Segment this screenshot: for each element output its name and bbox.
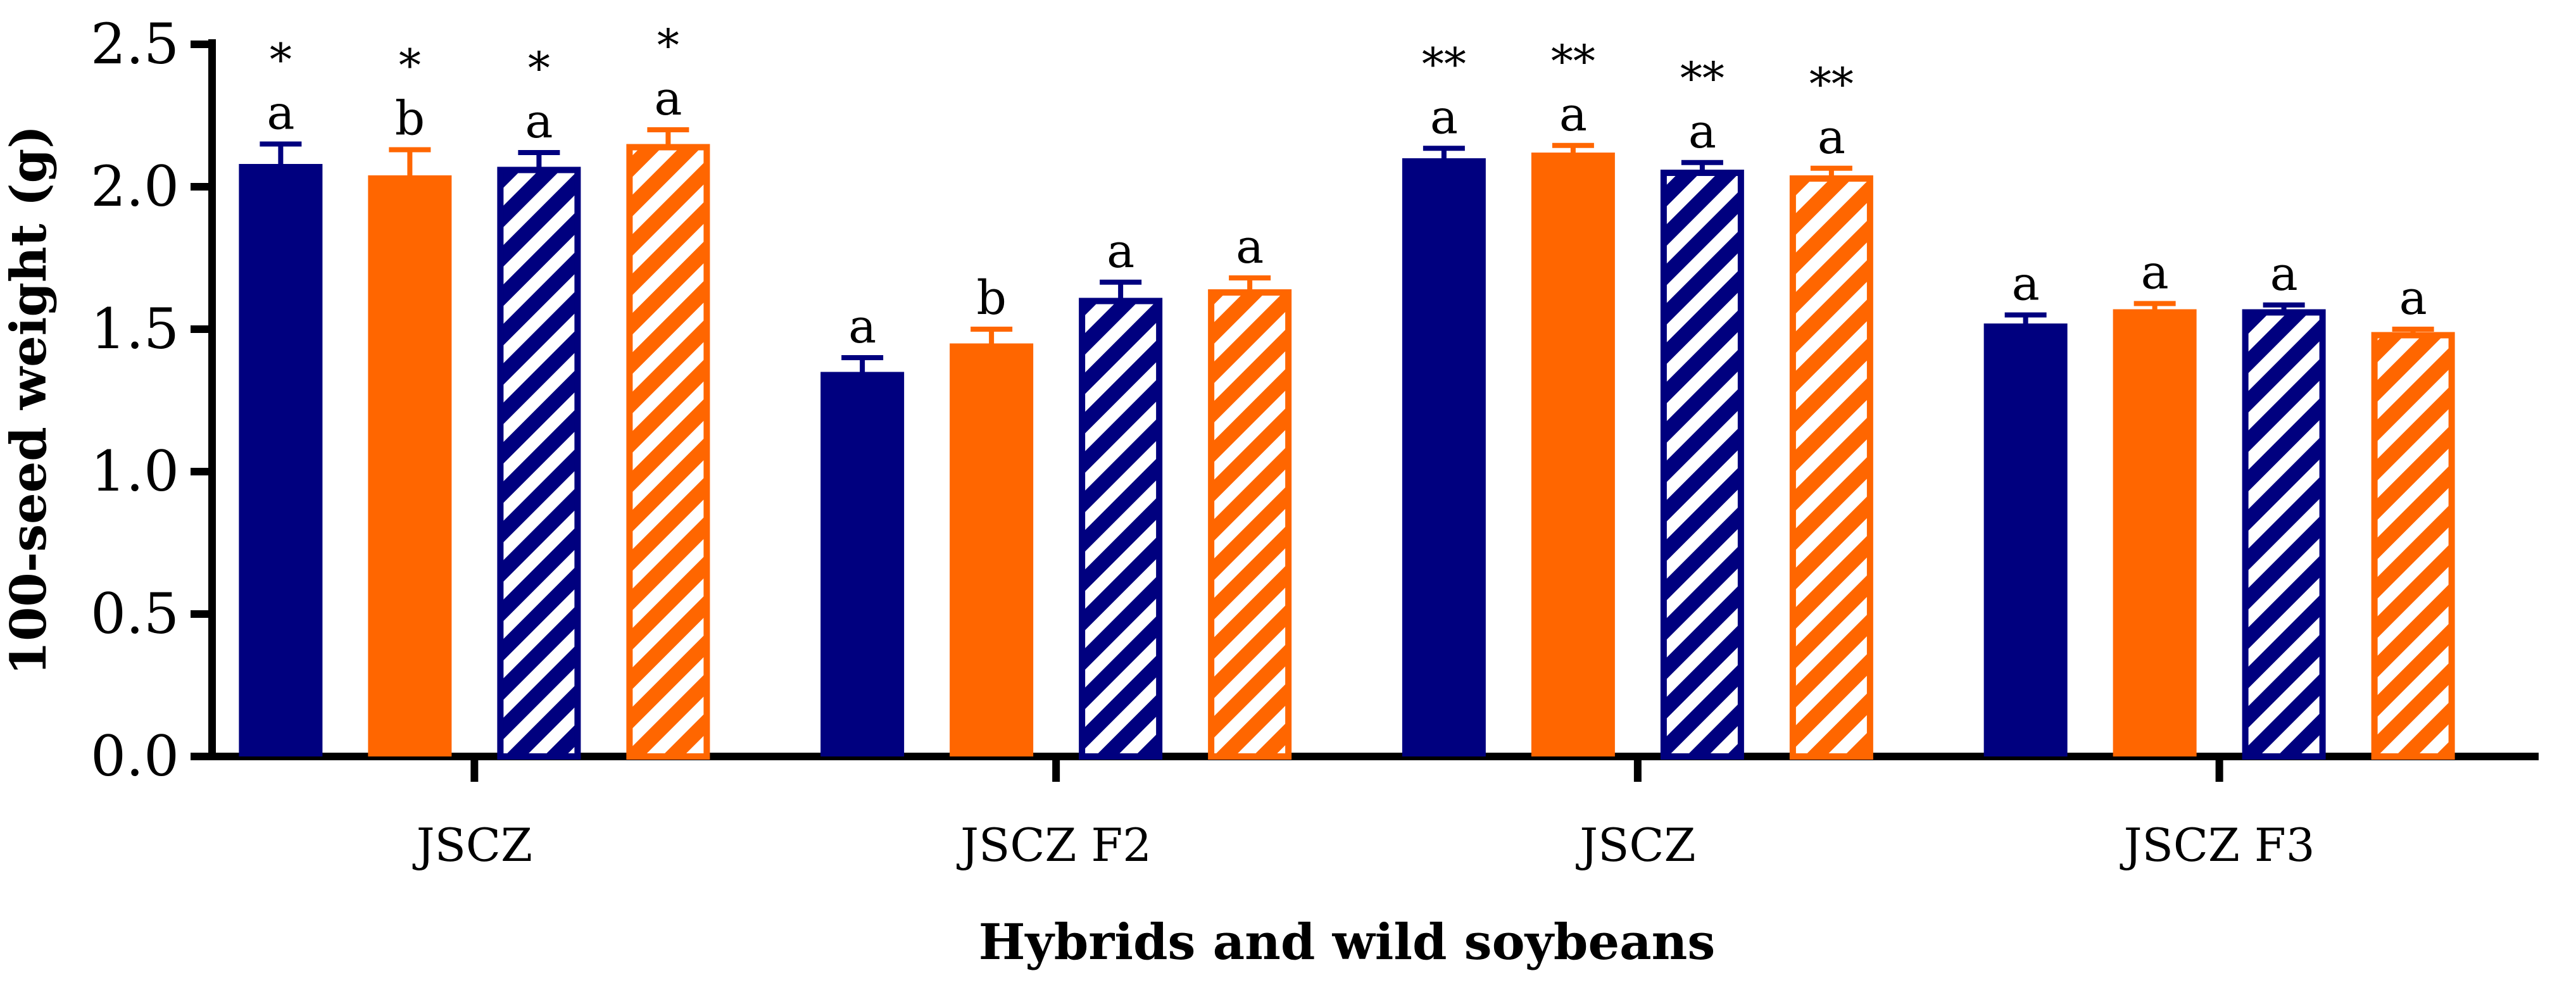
bar <box>1789 175 1873 760</box>
significance-label: * <box>657 20 679 72</box>
letter-label: a <box>2399 271 2427 325</box>
category-label: JSCZ <box>1575 819 1695 872</box>
letter-label: a <box>1559 87 1587 142</box>
bar <box>1208 289 1292 760</box>
y-tick-label: 0.5 <box>91 581 179 646</box>
y-tick-label: 1.5 <box>91 296 179 361</box>
letter-label: a <box>2141 246 2169 300</box>
bar <box>497 166 581 760</box>
bar <box>950 343 1034 756</box>
x-axis-title: Hybrids and wild soybeans <box>979 913 1716 971</box>
letter-label: a <box>1236 220 1264 274</box>
letter-label: a <box>1107 224 1134 279</box>
bar <box>1660 170 1744 760</box>
significance-label: * <box>528 42 550 94</box>
significance-label: ** <box>1809 58 1854 110</box>
letter-label: a <box>848 299 876 354</box>
letter-label: b <box>976 271 1006 325</box>
letter-label: a <box>2270 247 2298 301</box>
bar <box>626 144 710 760</box>
y-tick-label: 1.0 <box>91 439 179 504</box>
y-tick-label: 0.0 <box>91 724 179 789</box>
letter-label: a <box>654 72 682 126</box>
significance-label: * <box>399 40 421 92</box>
y-tick-label: 2.5 <box>91 11 179 77</box>
letter-label: a <box>1818 110 1845 165</box>
bar <box>1531 153 1615 756</box>
letter-label: a <box>267 86 294 141</box>
bar <box>2242 309 2326 760</box>
letter-label: a <box>1688 104 1716 159</box>
letter-label: b <box>395 92 425 146</box>
category-label: JSCZ F3 <box>2120 819 2315 872</box>
bar <box>2113 309 2197 756</box>
bar <box>2371 332 2455 760</box>
significance-label: ** <box>1422 38 1466 90</box>
letter-label: a <box>2012 257 2040 311</box>
letter-label: a <box>525 94 553 149</box>
bar <box>1402 158 1486 756</box>
y-tick-label: 2.0 <box>91 154 179 219</box>
bar <box>239 164 323 756</box>
bars <box>239 127 2455 760</box>
bar <box>368 175 452 756</box>
significance-label: ** <box>1680 53 1725 104</box>
category-label: JSCZ <box>412 819 532 872</box>
bar <box>1079 298 1163 760</box>
significance-label: ** <box>1551 35 1595 87</box>
category-label: JSCZ F2 <box>956 819 1152 872</box>
significance-label: * <box>270 34 292 86</box>
bar <box>820 372 905 756</box>
axes: 0.0 0.5 1.0 1.5 2.0 2.5 <box>91 11 2539 789</box>
letter-label: a <box>1430 90 1458 144</box>
bar <box>1983 323 2068 756</box>
y-axis-title: 100-seed weight (g) <box>0 125 58 675</box>
